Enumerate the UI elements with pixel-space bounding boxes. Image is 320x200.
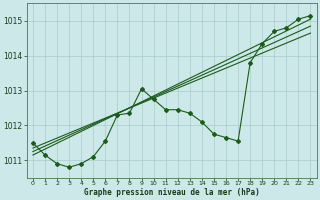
X-axis label: Graphe pression niveau de la mer (hPa): Graphe pression niveau de la mer (hPa): [84, 188, 260, 197]
